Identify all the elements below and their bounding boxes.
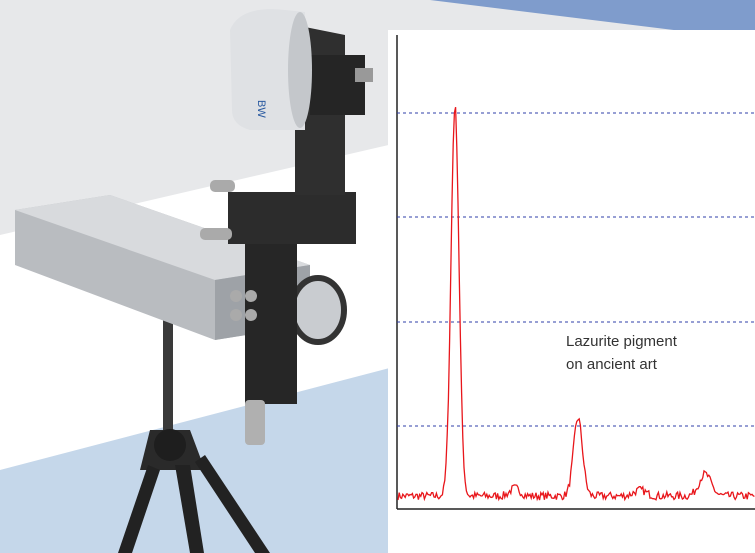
annotation-line: Lazurite pigment xyxy=(566,333,678,350)
spectrum-panel xyxy=(388,30,755,553)
svg-text:BW: BW xyxy=(255,100,267,118)
spectrum-line xyxy=(397,106,755,502)
device: BW xyxy=(230,9,312,130)
tripod xyxy=(118,292,270,553)
annotation-line: on ancient art xyxy=(566,356,658,373)
